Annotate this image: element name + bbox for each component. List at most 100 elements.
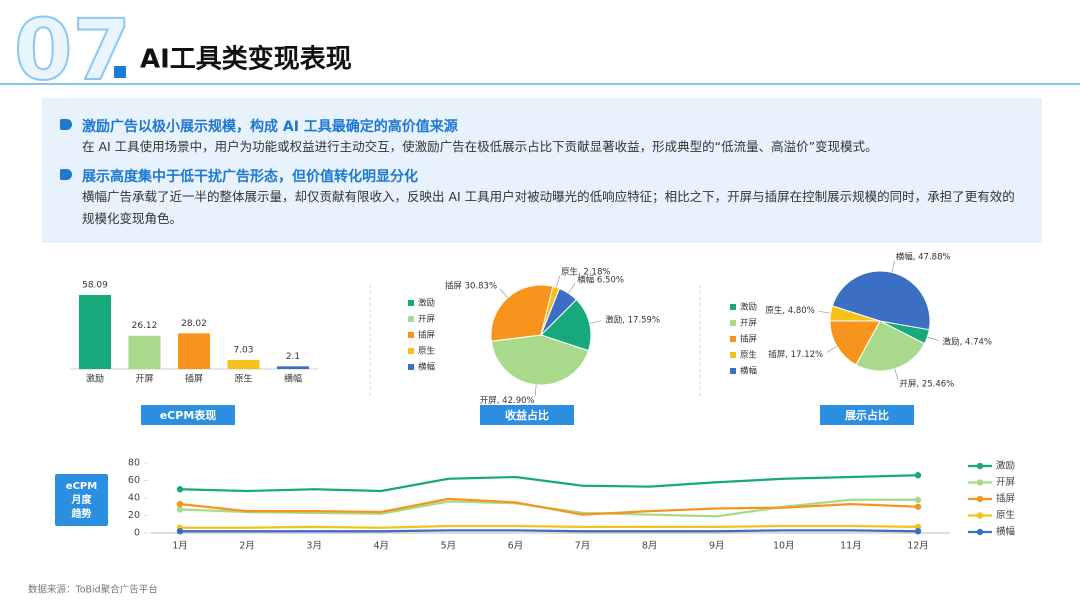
x-tick-label: 9月 bbox=[709, 541, 725, 552]
legend-label: 激励 bbox=[740, 302, 757, 313]
legend-swatch bbox=[730, 304, 736, 310]
legend-swatch bbox=[408, 300, 414, 306]
legend-label: 插屏 bbox=[740, 334, 758, 345]
x-tick-label: 6月 bbox=[508, 541, 524, 552]
end-point bbox=[914, 523, 922, 531]
value-label: 28.02 bbox=[181, 319, 207, 329]
bar bbox=[277, 366, 309, 369]
slice-label: 激励, 4.74% bbox=[943, 336, 992, 347]
slice-label: 插屏, 17.12% bbox=[768, 349, 823, 360]
leader-line bbox=[891, 260, 896, 273]
slice-label: 开屏, 42.90% bbox=[480, 396, 535, 406]
pie-slice bbox=[829, 320, 881, 366]
legend-label: 插屏 bbox=[996, 493, 1015, 505]
legend-marker bbox=[976, 512, 984, 519]
chart-caption-box bbox=[141, 405, 235, 425]
y-tick-label: 40 bbox=[128, 493, 140, 504]
legend-marker bbox=[976, 479, 984, 486]
source-note: 数据来源：ToBid聚合广告平台 bbox=[28, 584, 158, 596]
slice-label: 开屏, 25.46% bbox=[899, 380, 954, 390]
chart-caption: 展示占比 bbox=[844, 408, 889, 422]
insight-heading: 激励广告以极小展示规模，构成 AI 工具最确定的高价值来源 bbox=[60, 116, 458, 136]
insight-box: 激励广告以极小展示规模，构成 AI 工具最确定的高价值来源 在 AI 工具使用场… bbox=[42, 98, 1042, 243]
chart-caption: eCPM表现 bbox=[160, 408, 217, 422]
chart-caption-box bbox=[480, 405, 574, 425]
insight-text: 在 AI 工具使用场景中，用户为功能或权益进行主动交互，使激励广告在极低展示占比… bbox=[82, 139, 878, 154]
legend-swatch bbox=[730, 368, 736, 374]
legend-swatch bbox=[408, 316, 414, 322]
legend-label: 横幅 bbox=[418, 362, 436, 373]
slice-label: 插屏 30.83% bbox=[445, 280, 497, 291]
legend-marker bbox=[976, 528, 984, 536]
insight-heading: 展示高度集中于低干扰广告形态，但价值转化明显分化 bbox=[60, 166, 418, 186]
series-line bbox=[180, 529, 919, 533]
leader-line bbox=[818, 310, 831, 314]
legend-swatch bbox=[408, 364, 414, 370]
trend-label-box bbox=[55, 474, 108, 526]
slice-label: 横幅 6.50% bbox=[577, 274, 624, 285]
x-tick-label: 4月 bbox=[373, 541, 389, 552]
x-tick-label: 10月 bbox=[773, 541, 795, 552]
slice-label: 横幅, 47.88% bbox=[896, 251, 951, 262]
value-label: 2.1 bbox=[286, 352, 300, 362]
legend-swatch bbox=[408, 332, 414, 338]
slice-label: 激励, 17.59% bbox=[605, 314, 660, 325]
bar bbox=[79, 295, 111, 369]
legend-label: 横幅 bbox=[996, 526, 1016, 538]
pie-slice bbox=[490, 334, 590, 386]
legend-label: 原生 bbox=[740, 350, 758, 361]
legend-swatch bbox=[730, 336, 736, 342]
x-tick-label: 2月 bbox=[239, 541, 255, 552]
bar bbox=[227, 360, 260, 369]
x-tick-label: 横幅 bbox=[284, 373, 302, 385]
value-label: 58.09 bbox=[82, 281, 108, 291]
end-point bbox=[914, 528, 922, 535]
leader-line bbox=[927, 336, 939, 342]
chart-caption-box bbox=[820, 405, 914, 425]
x-tick-label: 11月 bbox=[840, 541, 862, 552]
trend-label: 趋势 bbox=[72, 507, 92, 520]
chart-caption: 收益占比 bbox=[505, 408, 549, 422]
x-tick-label: 7月 bbox=[575, 541, 591, 552]
pie-slice bbox=[540, 287, 578, 336]
y-tick-label: 60 bbox=[128, 475, 140, 486]
legend-swatch bbox=[730, 320, 736, 326]
pie-slice bbox=[855, 320, 926, 372]
x-tick-label: 插屏 bbox=[185, 373, 203, 385]
legend-swatch bbox=[730, 352, 736, 358]
legend-marker bbox=[976, 462, 984, 470]
pie-slice bbox=[490, 284, 554, 342]
end-point bbox=[176, 486, 184, 493]
legend-label: 开屏 bbox=[740, 319, 758, 329]
x-tick-label: 激励 bbox=[86, 373, 104, 385]
title-marker bbox=[114, 66, 126, 78]
leader-line bbox=[534, 384, 537, 397]
series-line bbox=[179, 497, 919, 516]
leader-line bbox=[826, 346, 838, 353]
leader-line bbox=[555, 275, 561, 288]
trend-label: 月度 bbox=[71, 493, 93, 506]
end-point bbox=[176, 528, 184, 535]
legend-swatch bbox=[408, 348, 414, 354]
series-line bbox=[179, 474, 919, 493]
y-tick-label: 0 bbox=[134, 528, 140, 539]
legend-marker bbox=[976, 495, 984, 503]
end-point bbox=[176, 500, 184, 508]
x-tick-label: 原生 bbox=[234, 373, 252, 385]
end-point bbox=[914, 503, 922, 510]
legend-label: 原生 bbox=[996, 509, 1016, 521]
end-point bbox=[914, 472, 922, 479]
legend-label: 开屏 bbox=[996, 477, 1015, 488]
pie-slice bbox=[540, 298, 592, 352]
leader-line bbox=[894, 368, 899, 381]
slice-label: 原生, 2.18% bbox=[561, 267, 610, 278]
bar bbox=[128, 335, 161, 369]
x-tick-label: 5月 bbox=[441, 541, 457, 552]
leader-line bbox=[589, 320, 602, 324]
legend-label: 激励 bbox=[418, 298, 435, 309]
section-number: 07 bbox=[14, 1, 131, 99]
leader-line bbox=[499, 288, 508, 298]
legend-label: 插屏 bbox=[418, 330, 436, 341]
trend-label: eCPM bbox=[66, 481, 97, 492]
